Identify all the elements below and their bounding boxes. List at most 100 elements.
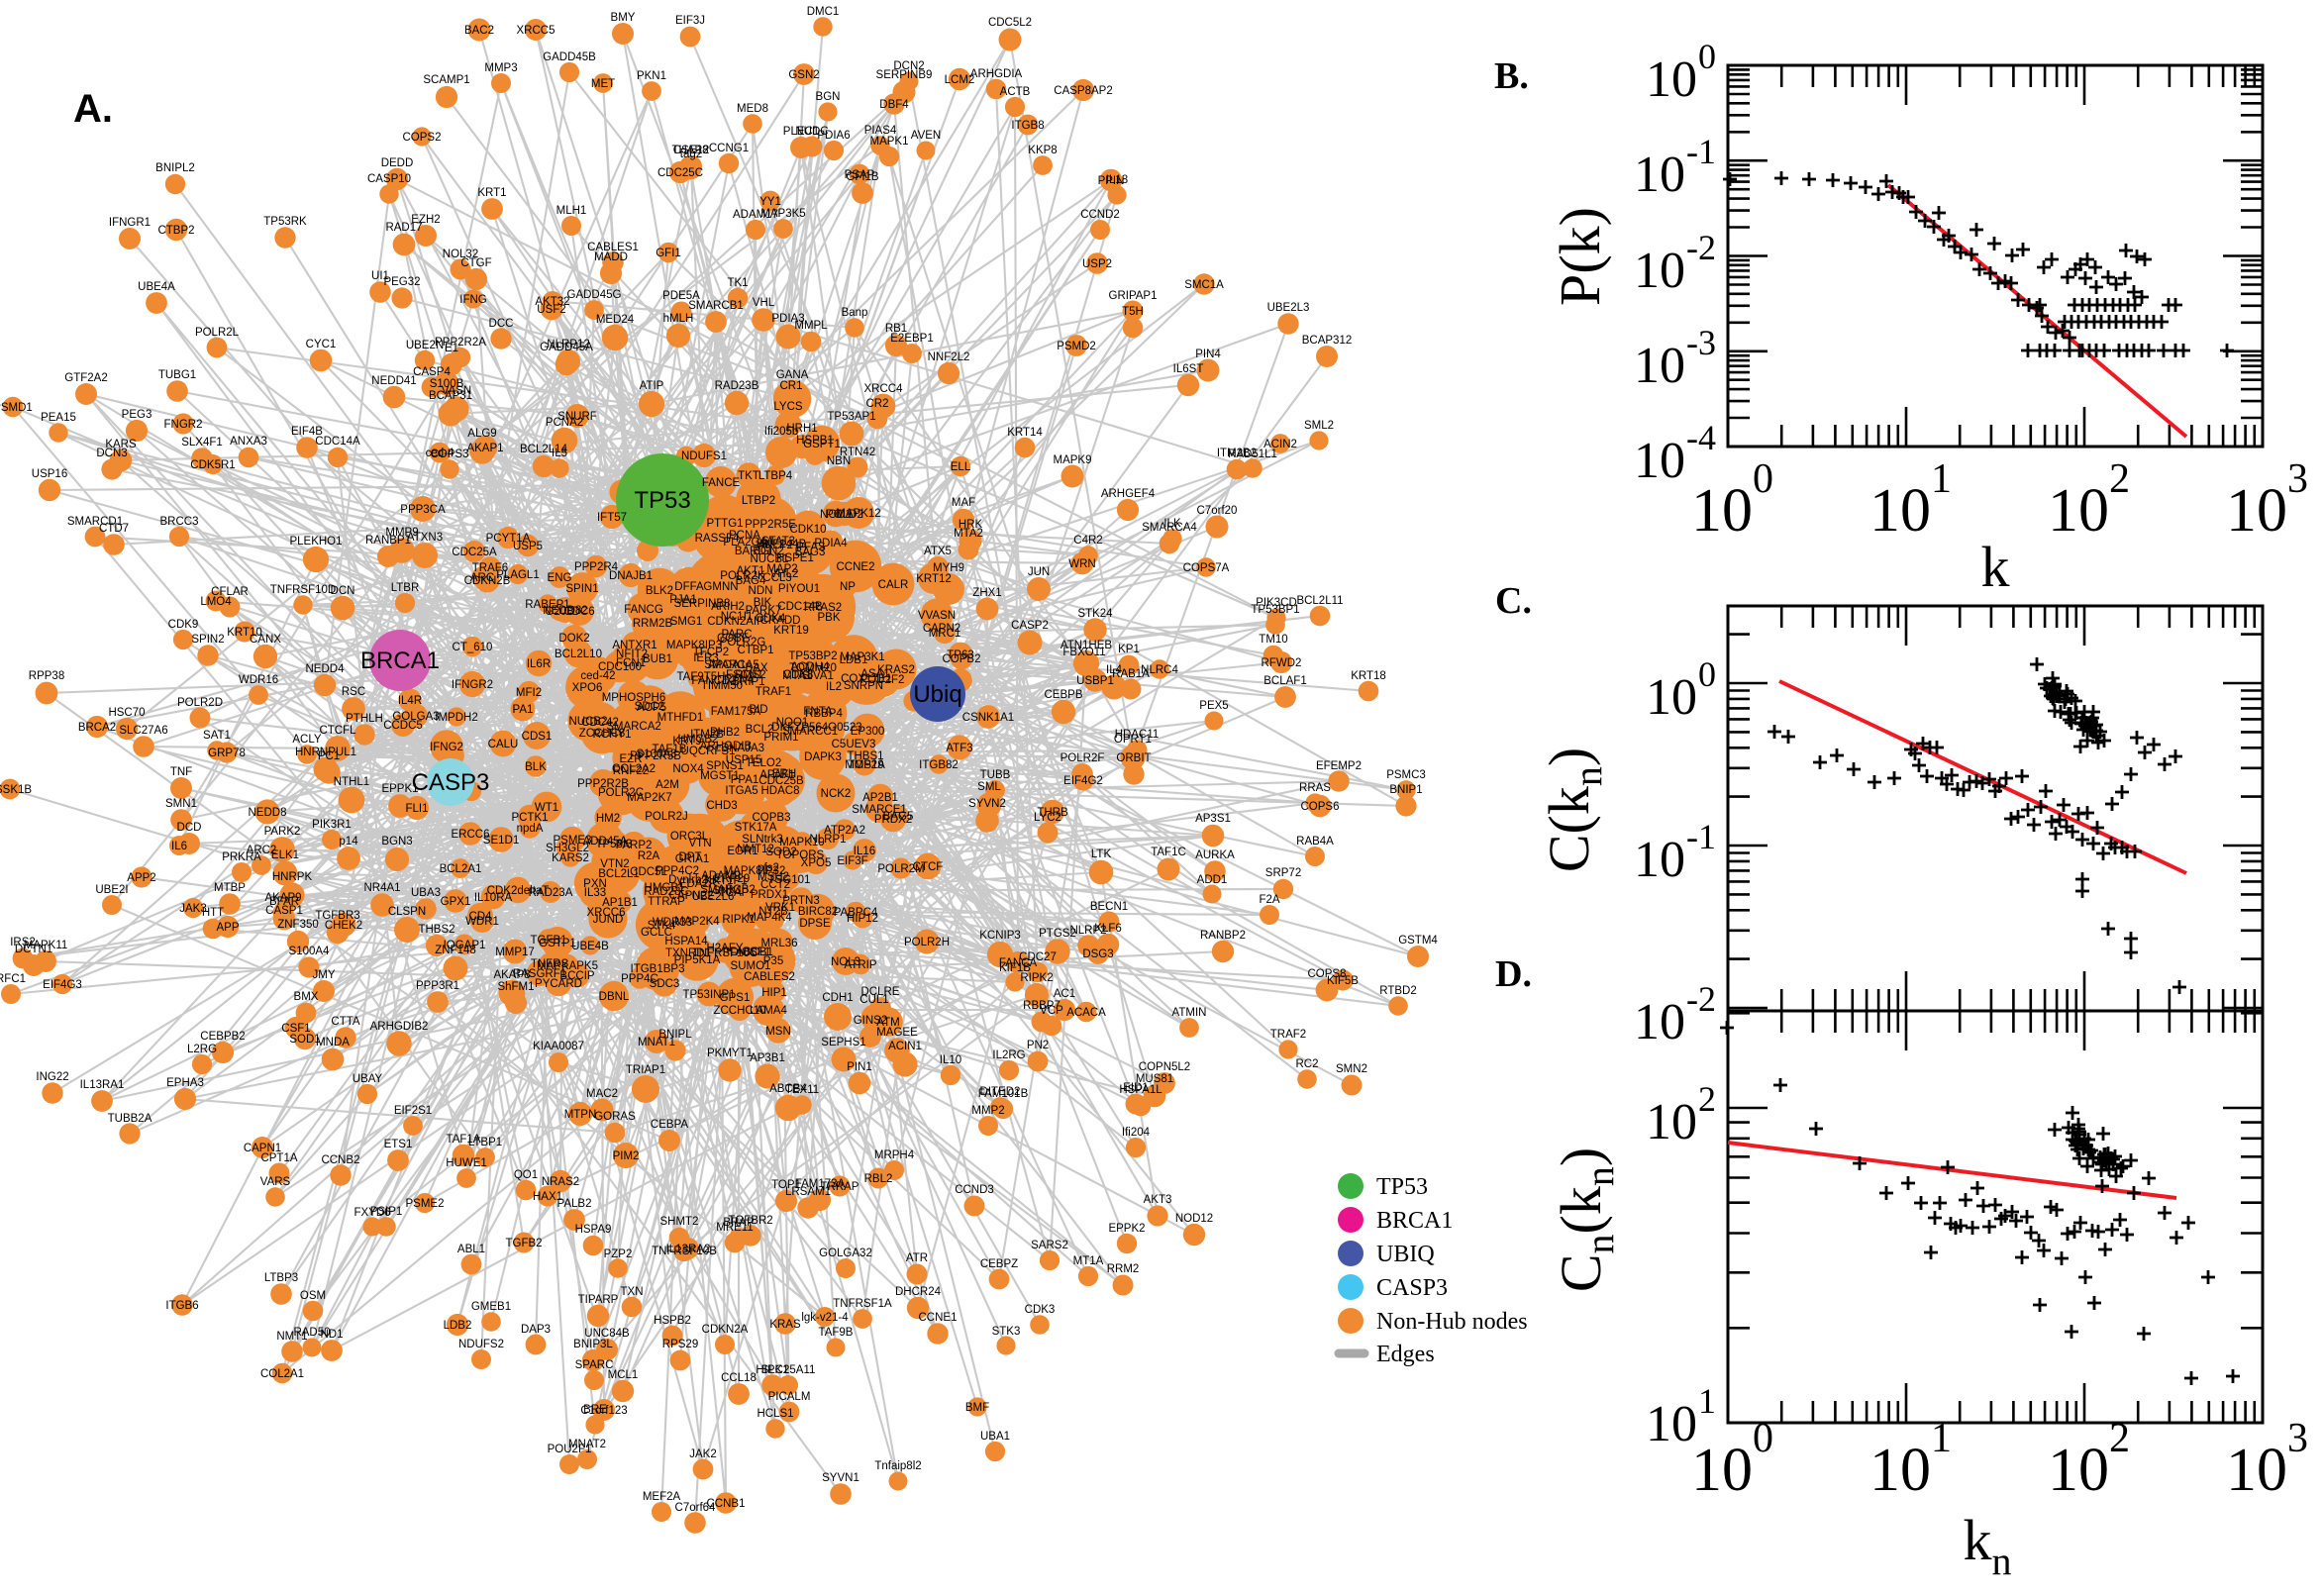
svg-text:IL4: IL4 (1106, 664, 1123, 676)
svg-text:CTD7: CTD7 (99, 523, 129, 535)
svg-text:BLK: BLK (525, 761, 547, 773)
svg-text:ARIH2: ARIH2 (711, 601, 745, 613)
svg-text:10: 10 (2048, 477, 2109, 545)
svg-text:1: 1 (1931, 456, 1952, 502)
svg-text:IL2: IL2 (826, 681, 842, 693)
svg-text:BNIP1: BNIP1 (1389, 784, 1422, 796)
svg-text:PRTN3: PRTN3 (782, 895, 820, 907)
svg-text:NEDD82: NEDD82 (543, 605, 587, 617)
svg-text:RASSF4: RASSF4 (695, 533, 740, 545)
svg-text:VHL2: VHL2 (770, 568, 799, 580)
svg-text:RCHY1: RCHY1 (593, 729, 632, 741)
svg-text:AC1: AC1 (1054, 988, 1075, 1000)
svg-text:TP53BP1: TP53BP1 (1251, 604, 1299, 616)
svg-text:ANTXR1: ANTXR1 (612, 640, 656, 651)
svg-text:IRS2: IRS2 (10, 937, 36, 948)
svg-text:R2A: R2A (638, 850, 660, 862)
svg-text:GSN2: GSN2 (788, 69, 819, 81)
svg-text:ANXA3: ANXA3 (230, 436, 267, 448)
svg-text:BRCA1: BRCA1 (360, 648, 440, 674)
svg-text:IL13RA2: IL13RA2 (666, 1244, 711, 1255)
svg-text:PPIN: PPIN (1098, 175, 1125, 187)
svg-text:ATIP: ATIP (640, 380, 664, 392)
svg-text:LAMA4: LAMA4 (750, 1005, 787, 1017)
svg-text:RBBP4: RBBP4 (805, 708, 843, 720)
svg-text:RAD23B: RAD23B (715, 380, 759, 392)
svg-text:CDC100: CDC100 (598, 661, 642, 673)
svg-text:SEPHS1: SEPHS1 (821, 1037, 865, 1048)
svg-text:FANCD2: FANCD2 (691, 675, 736, 687)
svg-text:RIPK2: RIPK2 (1020, 972, 1053, 984)
svg-text:SLX4F1: SLX4F1 (181, 437, 223, 449)
svg-text:IL4R: IL4R (398, 695, 422, 707)
svg-text:ORC3L: ORC3L (670, 831, 709, 843)
svg-text:LCM2: LCM2 (945, 74, 975, 86)
svg-text:PFAS: PFAS (796, 542, 826, 553)
svg-text:DCN2: DCN2 (893, 60, 924, 72)
svg-text:RRM2: RRM2 (1107, 1263, 1140, 1275)
svg-text:TUBB: TUBB (980, 769, 1011, 781)
svg-text:DCD: DCD (177, 822, 202, 834)
svg-text:Edges: Edges (1376, 1342, 1435, 1367)
svg-text:D.: D. (1495, 953, 1532, 995)
svg-text:S100B: S100B (430, 378, 464, 390)
svg-text:NLRC4: NLRC4 (1141, 664, 1178, 676)
svg-text:KKP8: KKP8 (1028, 145, 1057, 156)
svg-text:AKAP9: AKAP9 (264, 892, 301, 904)
svg-text:ARC: ARC (470, 572, 494, 584)
svg-text:EIF3F: EIF3F (837, 855, 867, 867)
svg-text:LRSAM1: LRSAM1 (785, 1186, 831, 1198)
svg-text:DOK2: DOK2 (558, 633, 589, 645)
svg-text:PRIM1: PRIM1 (763, 732, 798, 744)
svg-text:TUBB2A: TUBB2A (108, 1113, 152, 1125)
svg-text:ATXN3: ATXN3 (407, 532, 443, 544)
svg-text:NLRP12: NLRP12 (547, 339, 589, 350)
svg-text:POLR2C: POLR2C (598, 787, 644, 799)
svg-text:NMT12: NMT12 (737, 844, 774, 855)
svg-text:10: 10 (1634, 994, 1685, 1050)
svg-text:CDK4: CDK4 (756, 613, 786, 625)
svg-text:SRP72: SRP72 (1265, 867, 1301, 879)
svg-text:TP53INP1: TP53INP1 (682, 989, 735, 1001)
svg-text:IFNG2: IFNG2 (430, 742, 463, 753)
svg-text:ACLY: ACLY (292, 734, 322, 746)
svg-text:MRE11: MRE11 (716, 1222, 754, 1234)
svg-text:PYCARD: PYCARD (535, 978, 582, 990)
svg-text:CAPN22: CAPN22 (669, 890, 714, 902)
svg-text:EPPK1: EPPK1 (381, 783, 418, 795)
svg-text:PLA2G4A: PLA2G4A (723, 537, 773, 549)
svg-text:EZR: EZR (620, 753, 643, 765)
svg-text:ETS1: ETS1 (384, 1139, 413, 1150)
svg-text:RPS29: RPS29 (662, 1339, 698, 1350)
svg-text:BCL2: BCL2 (746, 724, 774, 736)
svg-text:PSAP: PSAP (845, 169, 875, 181)
svg-text:CEBPB2: CEBPB2 (200, 1031, 245, 1043)
svg-text:pfs2: pfs2 (758, 862, 779, 874)
svg-text:HSC70: HSC70 (108, 707, 145, 719)
svg-text:PEA15: PEA15 (41, 412, 76, 424)
svg-text:NDUFS1: NDUFS1 (681, 450, 727, 462)
svg-text:EIF4G3: EIF4G3 (43, 979, 82, 991)
svg-text:WRN: WRN (1068, 558, 1095, 570)
svg-text:BMF: BMF (965, 1402, 989, 1414)
svg-text:3: 3 (2287, 1416, 2308, 1461)
svg-text:PTHLH: PTHLH (346, 713, 383, 725)
svg-text:CCNE1: CCNE1 (919, 1312, 958, 1324)
svg-text:TEX11: TEX11 (785, 1084, 819, 1096)
svg-text:PALB2: PALB2 (557, 1198, 592, 1210)
svg-text:C7orf64: C7orf64 (675, 1502, 717, 1514)
svg-text:CEBPB: CEBPB (1045, 689, 1083, 701)
svg-text:DPSE: DPSE (799, 918, 831, 930)
svg-text:STK4: STK4 (648, 920, 676, 932)
svg-text:ERH: ERH (772, 768, 796, 780)
svg-text:PKN1: PKN1 (637, 70, 666, 82)
svg-text:CDKN2AIP: CDKN2AIP (707, 616, 764, 628)
svg-text:HSPB1: HSPB1 (796, 435, 834, 447)
svg-text:FNGR2: FNGR2 (164, 419, 203, 431)
svg-text:PN2: PN2 (1027, 1040, 1049, 1051)
svg-text:SIVA1: SIVA1 (802, 670, 834, 682)
svg-text:CCL18: CCL18 (721, 1372, 757, 1384)
svg-text:10: 10 (1691, 477, 1753, 545)
svg-text:PCTK1: PCTK1 (511, 812, 548, 824)
svg-text:0: 0 (1753, 1416, 1773, 1461)
